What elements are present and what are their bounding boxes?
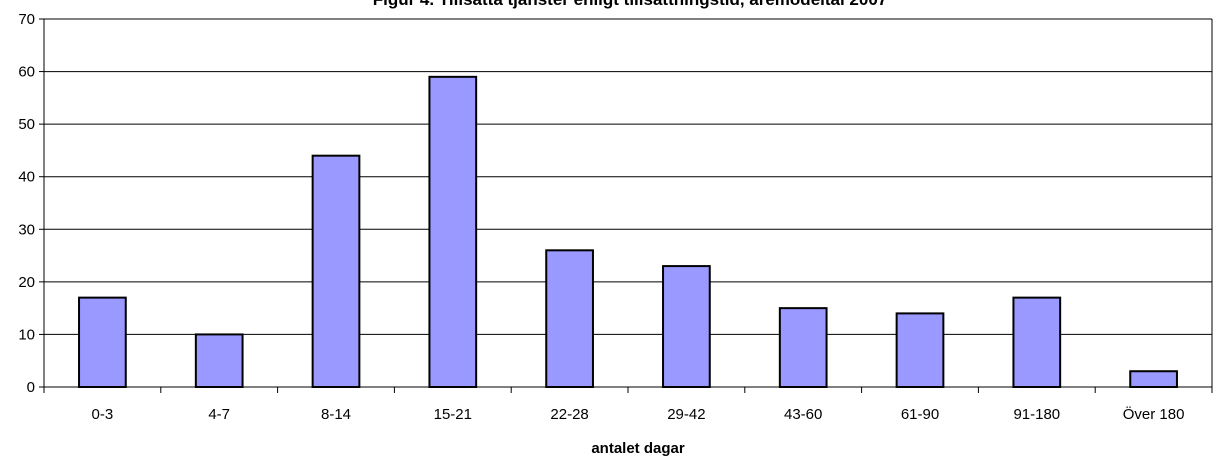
- bar-8-14: [311, 154, 361, 388]
- bar-61-90: [895, 312, 945, 388]
- y-tick-label: 20: [18, 274, 35, 291]
- y-tick-label: 30: [18, 221, 35, 238]
- bars: [78, 75, 1178, 389]
- bar-29-42: [662, 265, 711, 389]
- bar-0-3: [78, 296, 127, 388]
- x-tick-label: Över 180: [1123, 405, 1185, 423]
- x-tick-label: 15-21: [434, 406, 472, 423]
- bar-15-21: [428, 75, 478, 388]
- y-tick-label: 70: [18, 11, 35, 28]
- bar-4-7: [194, 333, 244, 388]
- x-tick-label: 61-90: [901, 406, 939, 423]
- y-tick-label: 50: [18, 116, 35, 133]
- bar-22-28: [545, 249, 594, 388]
- x-tick-label: 4-7: [208, 406, 230, 423]
- x-tick-label: 43-60: [784, 406, 822, 423]
- x-tick-labels: 0-3 4-7 8-14 15-21 22-28 29-42 43-60 61-90 91-18…: [92, 405, 1185, 423]
- axes: [39, 18, 1213, 393]
- x-axis-title: antalet dagar: [591, 440, 685, 457]
- x-tick-label: 29-42: [667, 406, 705, 423]
- y-tick-label: 40: [18, 169, 35, 186]
- y-tick-label: 60: [18, 64, 35, 81]
- bar-över-180: [1129, 370, 1178, 389]
- bar-91-180: [1012, 296, 1062, 388]
- x-tick-label: 22-28: [550, 406, 588, 423]
- chart-title: Figur 4. Tillsatta tjänster enligt tills…: [373, 0, 888, 9]
- y-tick-label: 0: [27, 379, 35, 396]
- y-tick-label: 10: [18, 326, 35, 343]
- x-tick-label: 8-14: [321, 406, 351, 423]
- x-tick-label: 91-180: [1013, 406, 1060, 423]
- y-tick-labels: 0 10 20 30 40 50 60 70: [18, 11, 35, 396]
- bar-43-60: [778, 307, 828, 388]
- x-tick-label: 0-3: [92, 406, 114, 423]
- gridlines: [44, 18, 1212, 335]
